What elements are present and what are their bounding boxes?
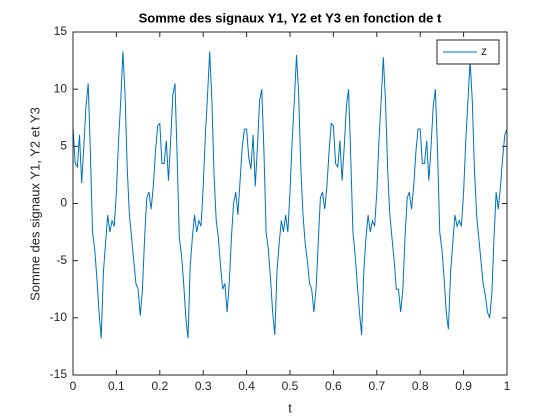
chart-title: Somme des signaux Y1, Y2 et Y3 en foncti… [139, 10, 442, 25]
y-tick-label: 15 [54, 24, 68, 38]
x-tick-label: 0.9 [455, 379, 472, 393]
x-tick-label: 0.2 [151, 379, 168, 393]
legend-label: z [481, 44, 487, 58]
y-axis-label: Somme des signaux Y1, Y2 et Y3 [27, 107, 42, 301]
x-axis-label: t [288, 400, 292, 415]
y-tick-label: 5 [60, 139, 67, 153]
axes-box [72, 31, 508, 376]
x-tick-label: 0.7 [368, 379, 385, 393]
y-tick-label: 0 [60, 196, 67, 210]
x-tick-label: 1 [504, 379, 511, 393]
x-tick-label: 0.4 [238, 379, 255, 393]
y-tick-label: -15 [50, 367, 68, 381]
data-line [72, 51, 508, 339]
x-tick-label: 0 [70, 379, 77, 393]
y-tick-label: -5 [56, 253, 67, 267]
x-tick-label: 0.5 [282, 379, 299, 393]
x-tick-label: 0.6 [325, 379, 342, 393]
y-tick-label: -10 [50, 310, 68, 324]
y-tick-label: 10 [54, 81, 68, 95]
x-tick-label: 0.8 [412, 379, 429, 393]
x-tick-label: 0.1 [108, 379, 125, 393]
x-tick-label: 0.3 [195, 379, 212, 393]
